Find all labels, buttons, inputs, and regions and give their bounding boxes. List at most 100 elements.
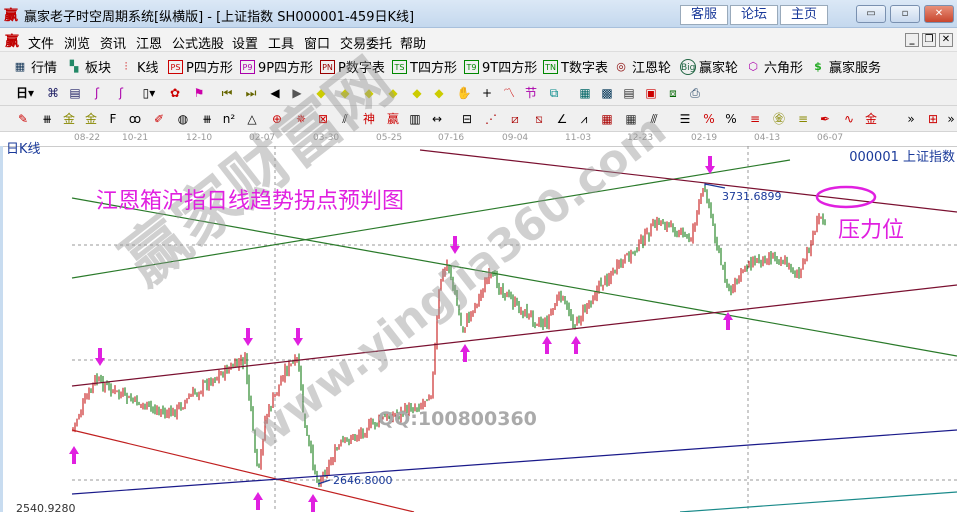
menu-gann[interactable]: 江恩	[136, 37, 163, 52]
wave-icon[interactable]: ⩘	[580, 112, 588, 126]
step-3-icon[interactable]: ʃ	[94, 86, 100, 100]
document-icon[interactable]: ▤	[623, 86, 635, 100]
gann-line-resistance[interactable]	[419, 149, 957, 213]
mdi-minimize-button[interactable]: _	[905, 33, 919, 47]
target-cross-icon[interactable]: ⊕	[271, 112, 283, 126]
customer-service-button[interactable]: 客服	[680, 5, 728, 25]
expand-icon[interactable]: ◆	[412, 86, 422, 100]
fan-icon[interactable]: ⋰	[485, 112, 497, 126]
t-square-button[interactable]: TS T四方形	[392, 57, 457, 76]
ruler-pen-icon[interactable]: ✐	[153, 112, 165, 126]
more-icon[interactable]: »	[907, 112, 915, 126]
save-icon[interactable]: ▣	[645, 86, 657, 100]
step-9-icon[interactable]: ʃ	[118, 86, 124, 100]
candle-type-select[interactable]: ▯▾	[142, 86, 156, 100]
hexagon-button[interactable]: ⬡ 六角形	[745, 57, 803, 77]
zigzag-icon[interactable]: 〽	[502, 86, 515, 100]
fan-box-icon[interactable]: ⧄	[511, 112, 519, 126]
winner-service-button[interactable]: $ 赢家服务	[810, 57, 881, 77]
gann-line-blue[interactable]	[71, 429, 957, 495]
fan-box-2-icon[interactable]: ⧅	[535, 112, 543, 126]
calculator-icon[interactable]: ▩	[601, 86, 613, 100]
gann-line-green-down[interactable]	[71, 197, 957, 357]
period-select[interactable]: 日▾	[15, 86, 35, 100]
shrink-icon[interactable]: ◆	[434, 86, 444, 100]
grid-2-icon[interactable]: ▦	[625, 112, 637, 126]
winner-icon[interactable]: 赢	[386, 112, 399, 126]
star-target-icon[interactable]: ✵	[295, 112, 307, 126]
forum-button[interactable]: 论坛	[730, 5, 778, 25]
9t-square-button[interactable]: T9 9T四方形	[464, 57, 537, 76]
menu-info[interactable]: 资讯	[100, 37, 127, 52]
percent-lines-icon[interactable]: ≡	[749, 112, 761, 126]
gann-line-teal[interactable]	[679, 491, 957, 512]
prev-icon[interactable]: ◀	[270, 86, 280, 100]
box-target-icon[interactable]: ⊠	[317, 112, 329, 126]
print-icon[interactable]: ⎙	[690, 86, 700, 100]
parallel-lines-icon[interactable]: ⧻	[41, 112, 53, 126]
more-2-icon[interactable]: »	[947, 112, 955, 126]
ruler-icon[interactable]: ▥	[409, 112, 421, 126]
menu-browse[interactable]: 浏览	[64, 37, 91, 52]
sine-icon[interactable]: ∿	[843, 112, 855, 126]
level-lines-icon[interactable]: ☰	[679, 112, 691, 126]
span-icon[interactable]: ↔	[431, 112, 443, 126]
gann-line-green-up[interactable]	[71, 159, 791, 279]
gold-lines-icon[interactable]: ≡	[797, 112, 809, 126]
menu-settings[interactable]: 设置	[232, 37, 259, 52]
p-square-button[interactable]: PS P四方形	[168, 57, 233, 76]
vertical-lines-icon[interactable]: ⧻	[201, 112, 213, 126]
gold-icon[interactable]: 金	[864, 112, 877, 126]
hand-icon[interactable]: ✋	[456, 86, 472, 100]
move-right-icon[interactable]: ◆	[340, 86, 350, 100]
god-icon[interactable]: 神	[362, 112, 375, 126]
gann-line-red-down[interactable]	[71, 429, 415, 512]
kline-button[interactable]: ⫶ K线	[118, 57, 159, 77]
winner-wheel-button[interactable]: Big 赢家轮	[680, 57, 738, 76]
gold-grid-2-icon[interactable]: 金	[84, 112, 97, 126]
fibonacci-icon[interactable]: F	[109, 112, 117, 126]
next-icon[interactable]: ▶	[292, 86, 302, 100]
t-number-table-button[interactable]: TN T数字表	[543, 57, 608, 76]
percent-icon[interactable]: %	[725, 112, 737, 126]
marker-icon[interactable]: ✒	[819, 112, 831, 126]
p-number-table-button[interactable]: PN P数字表	[320, 57, 385, 76]
pencil-icon[interactable]: ✎	[17, 112, 29, 126]
menu-window[interactable]: 窗口	[304, 37, 331, 52]
grid-icon[interactable]: ▦	[601, 112, 613, 126]
percent-slash-icon[interactable]: %	[703, 112, 715, 126]
gann-line-support[interactable]	[71, 284, 957, 387]
gann-wheel-button[interactable]: ◎ 江恩轮	[613, 57, 671, 77]
circle-scale-icon[interactable]: ◍	[177, 112, 189, 126]
calendar-icon[interactable]: ▦	[579, 86, 591, 100]
menu-trade[interactable]: 交易委托	[340, 37, 393, 52]
layout-grid-icon[interactable]: ⊞	[927, 112, 939, 126]
menu-file[interactable]: 文件	[28, 37, 55, 52]
mdi-restore-button[interactable]: ❐	[922, 33, 936, 47]
box-icon[interactable]: ⊟	[461, 112, 473, 126]
first-icon[interactable]: ⏮	[221, 86, 233, 100]
menu-tools[interactable]: 工具	[268, 37, 295, 52]
gold-grid-icon[interactable]: 金	[62, 112, 75, 126]
chart-style-icon[interactable]: ⌘	[47, 86, 59, 100]
n2-icon[interactable]: n²	[222, 112, 236, 126]
maximize-button[interactable]: ▫	[890, 5, 920, 23]
move-left-icon[interactable]: ◆	[316, 86, 326, 100]
close-button[interactable]: ✕	[924, 5, 954, 23]
crosshair-icon[interactable]: +	[481, 86, 493, 100]
angle-icon[interactable]: ∠	[556, 112, 568, 126]
kline-chart[interactable]	[0, 146, 957, 512]
last-icon[interactable]: ⏭	[245, 86, 257, 100]
indicator-icon[interactable]: ✿	[169, 86, 181, 100]
hatch-icon[interactable]: ⫻	[650, 112, 658, 126]
quotes-button[interactable]: ▦ 行情	[12, 57, 57, 77]
app-menu-logo-icon[interactable]: 赢	[5, 34, 19, 50]
node-icon[interactable]: 节	[524, 86, 537, 100]
sectors-button[interactable]: ▚ 板块	[66, 57, 111, 77]
menu-formula[interactable]: 公式选股	[172, 37, 225, 52]
spiral-icon[interactable]: ꝏ	[128, 112, 142, 126]
export-icon[interactable]: ⧈	[669, 86, 677, 100]
notepad-icon[interactable]: ▤	[69, 86, 81, 100]
mdi-close-button[interactable]: ✕	[939, 33, 953, 47]
9p-square-button[interactable]: P9 9P四方形	[240, 57, 313, 76]
